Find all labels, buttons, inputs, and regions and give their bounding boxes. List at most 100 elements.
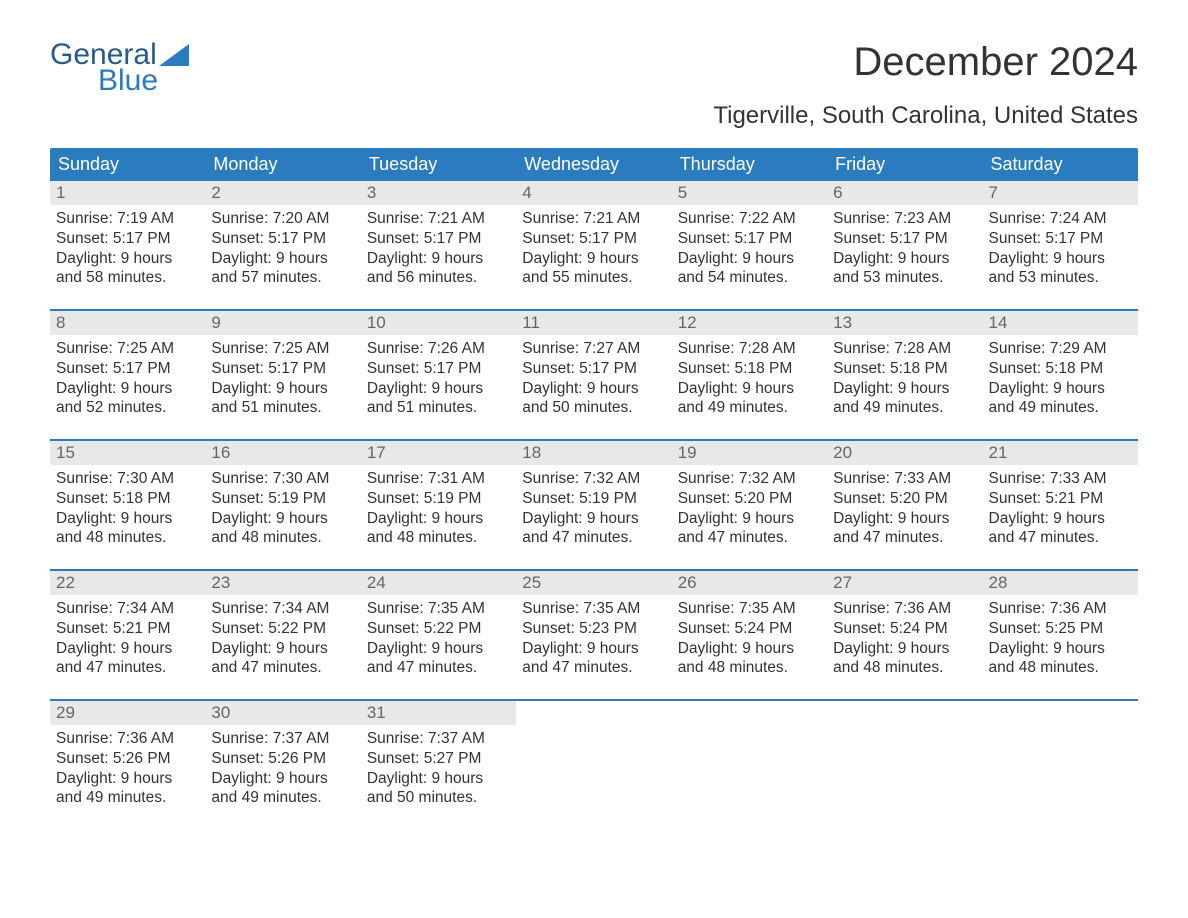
sunrise-text: Sunrise: 7:25 AM bbox=[56, 339, 199, 359]
calendar-cell: 6Sunrise: 7:23 AMSunset: 5:17 PMDaylight… bbox=[827, 181, 982, 309]
calendar-cell: 15Sunrise: 7:30 AMSunset: 5:18 PMDayligh… bbox=[50, 441, 205, 569]
daylight-line2: and 49 minutes. bbox=[678, 398, 821, 418]
daylight-line1: Daylight: 9 hours bbox=[56, 249, 199, 269]
sunset-text: Sunset: 5:19 PM bbox=[367, 489, 510, 509]
day-body: Sunrise: 7:35 AMSunset: 5:23 PMDaylight:… bbox=[516, 595, 671, 688]
calendar-cell: 4Sunrise: 7:21 AMSunset: 5:17 PMDaylight… bbox=[516, 181, 671, 309]
calendar-cell: 3Sunrise: 7:21 AMSunset: 5:17 PMDaylight… bbox=[361, 181, 516, 309]
calendar-empty-cell bbox=[983, 701, 1138, 829]
calendar-empty-cell bbox=[672, 701, 827, 829]
day-body: Sunrise: 7:35 AMSunset: 5:22 PMDaylight:… bbox=[361, 595, 516, 688]
day-number: 23 bbox=[205, 571, 360, 595]
day-number: 19 bbox=[672, 441, 827, 465]
calendar-cell: 17Sunrise: 7:31 AMSunset: 5:19 PMDayligh… bbox=[361, 441, 516, 569]
sunrise-text: Sunrise: 7:37 AM bbox=[211, 729, 354, 749]
sunset-text: Sunset: 5:24 PM bbox=[833, 619, 976, 639]
daylight-line2: and 48 minutes. bbox=[678, 658, 821, 678]
daylight-line1: Daylight: 9 hours bbox=[367, 509, 510, 529]
daylight-line1: Daylight: 9 hours bbox=[833, 639, 976, 659]
sunset-text: Sunset: 5:20 PM bbox=[678, 489, 821, 509]
sunrise-text: Sunrise: 7:35 AM bbox=[367, 599, 510, 619]
calendar-cell: 20Sunrise: 7:33 AMSunset: 5:20 PMDayligh… bbox=[827, 441, 982, 569]
sunset-text: Sunset: 5:25 PM bbox=[989, 619, 1132, 639]
sunset-text: Sunset: 5:17 PM bbox=[211, 229, 354, 249]
daylight-line1: Daylight: 9 hours bbox=[211, 379, 354, 399]
daylight-line1: Daylight: 9 hours bbox=[56, 509, 199, 529]
sunrise-text: Sunrise: 7:29 AM bbox=[989, 339, 1132, 359]
calendar-cell: 28Sunrise: 7:36 AMSunset: 5:25 PMDayligh… bbox=[983, 571, 1138, 699]
day-header-thu: Thursday bbox=[672, 148, 827, 181]
sunset-text: Sunset: 5:21 PM bbox=[989, 489, 1132, 509]
sunrise-text: Sunrise: 7:24 AM bbox=[989, 209, 1132, 229]
daylight-line1: Daylight: 9 hours bbox=[367, 379, 510, 399]
day-body: Sunrise: 7:35 AMSunset: 5:24 PMDaylight:… bbox=[672, 595, 827, 688]
sunrise-text: Sunrise: 7:33 AM bbox=[989, 469, 1132, 489]
day-body: Sunrise: 7:24 AMSunset: 5:17 PMDaylight:… bbox=[983, 205, 1138, 298]
day-body: Sunrise: 7:32 AMSunset: 5:20 PMDaylight:… bbox=[672, 465, 827, 558]
daylight-line1: Daylight: 9 hours bbox=[211, 639, 354, 659]
daylight-line2: and 47 minutes. bbox=[989, 528, 1132, 548]
sunset-text: Sunset: 5:17 PM bbox=[56, 359, 199, 379]
day-body: Sunrise: 7:21 AMSunset: 5:17 PMDaylight:… bbox=[361, 205, 516, 298]
calendar-cell: 2Sunrise: 7:20 AMSunset: 5:17 PMDaylight… bbox=[205, 181, 360, 309]
calendar-cell: 27Sunrise: 7:36 AMSunset: 5:24 PMDayligh… bbox=[827, 571, 982, 699]
day-body: Sunrise: 7:26 AMSunset: 5:17 PMDaylight:… bbox=[361, 335, 516, 428]
day-header-fri: Friday bbox=[827, 148, 982, 181]
daylight-line1: Daylight: 9 hours bbox=[678, 379, 821, 399]
sunrise-text: Sunrise: 7:33 AM bbox=[833, 469, 976, 489]
daylight-line1: Daylight: 9 hours bbox=[56, 769, 199, 789]
sunset-text: Sunset: 5:26 PM bbox=[211, 749, 354, 769]
day-body: Sunrise: 7:36 AMSunset: 5:24 PMDaylight:… bbox=[827, 595, 982, 688]
daylight-line2: and 49 minutes. bbox=[833, 398, 976, 418]
sunrise-text: Sunrise: 7:21 AM bbox=[367, 209, 510, 229]
daylight-line1: Daylight: 9 hours bbox=[989, 639, 1132, 659]
day-body: Sunrise: 7:33 AMSunset: 5:21 PMDaylight:… bbox=[983, 465, 1138, 558]
day-number: 20 bbox=[827, 441, 982, 465]
sunrise-text: Sunrise: 7:26 AM bbox=[367, 339, 510, 359]
day-number: 25 bbox=[516, 571, 671, 595]
daylight-line1: Daylight: 9 hours bbox=[522, 249, 665, 269]
daylight-line2: and 47 minutes. bbox=[833, 528, 976, 548]
sunrise-text: Sunrise: 7:28 AM bbox=[678, 339, 821, 359]
sunrise-text: Sunrise: 7:36 AM bbox=[833, 599, 976, 619]
calendar-cell: 25Sunrise: 7:35 AMSunset: 5:23 PMDayligh… bbox=[516, 571, 671, 699]
daylight-line1: Daylight: 9 hours bbox=[522, 379, 665, 399]
calendar-week: 15Sunrise: 7:30 AMSunset: 5:18 PMDayligh… bbox=[50, 439, 1138, 569]
sunrise-text: Sunrise: 7:32 AM bbox=[678, 469, 821, 489]
daylight-line2: and 47 minutes. bbox=[522, 658, 665, 678]
daylight-line2: and 49 minutes. bbox=[989, 398, 1132, 418]
day-body: Sunrise: 7:25 AMSunset: 5:17 PMDaylight:… bbox=[50, 335, 205, 428]
daylight-line2: and 48 minutes. bbox=[367, 528, 510, 548]
calendar-empty-cell bbox=[827, 701, 982, 829]
daylight-line1: Daylight: 9 hours bbox=[367, 639, 510, 659]
daylight-line1: Daylight: 9 hours bbox=[989, 509, 1132, 529]
sunrise-text: Sunrise: 7:25 AM bbox=[211, 339, 354, 359]
day-header-wed: Wednesday bbox=[516, 148, 671, 181]
daylight-line1: Daylight: 9 hours bbox=[367, 769, 510, 789]
daylight-line1: Daylight: 9 hours bbox=[522, 509, 665, 529]
sunrise-text: Sunrise: 7:20 AM bbox=[211, 209, 354, 229]
sunset-text: Sunset: 5:17 PM bbox=[367, 359, 510, 379]
sunset-text: Sunset: 5:27 PM bbox=[367, 749, 510, 769]
day-number: 11 bbox=[516, 311, 671, 335]
daylight-line2: and 58 minutes. bbox=[56, 268, 199, 288]
daylight-line2: and 47 minutes. bbox=[522, 528, 665, 548]
day-body: Sunrise: 7:20 AMSunset: 5:17 PMDaylight:… bbox=[205, 205, 360, 298]
calendar-cell: 24Sunrise: 7:35 AMSunset: 5:22 PMDayligh… bbox=[361, 571, 516, 699]
sunrise-text: Sunrise: 7:31 AM bbox=[367, 469, 510, 489]
sunset-text: Sunset: 5:24 PM bbox=[678, 619, 821, 639]
daylight-line2: and 53 minutes. bbox=[833, 268, 976, 288]
day-body: Sunrise: 7:32 AMSunset: 5:19 PMDaylight:… bbox=[516, 465, 671, 558]
daylight-line2: and 54 minutes. bbox=[678, 268, 821, 288]
daylight-line1: Daylight: 9 hours bbox=[833, 509, 976, 529]
sunset-text: Sunset: 5:18 PM bbox=[833, 359, 976, 379]
day-number: 3 bbox=[361, 181, 516, 205]
daylight-line1: Daylight: 9 hours bbox=[989, 379, 1132, 399]
daylight-line1: Daylight: 9 hours bbox=[678, 639, 821, 659]
day-body: Sunrise: 7:34 AMSunset: 5:21 PMDaylight:… bbox=[50, 595, 205, 688]
sunset-text: Sunset: 5:17 PM bbox=[989, 229, 1132, 249]
sunset-text: Sunset: 5:17 PM bbox=[678, 229, 821, 249]
sunset-text: Sunset: 5:17 PM bbox=[56, 229, 199, 249]
daylight-line2: and 57 minutes. bbox=[211, 268, 354, 288]
sunrise-text: Sunrise: 7:19 AM bbox=[56, 209, 199, 229]
